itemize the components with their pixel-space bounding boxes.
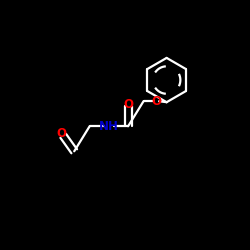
Text: O: O bbox=[123, 98, 133, 110]
Text: NH: NH bbox=[99, 120, 119, 133]
Text: O: O bbox=[57, 128, 67, 140]
Text: O: O bbox=[152, 95, 162, 108]
